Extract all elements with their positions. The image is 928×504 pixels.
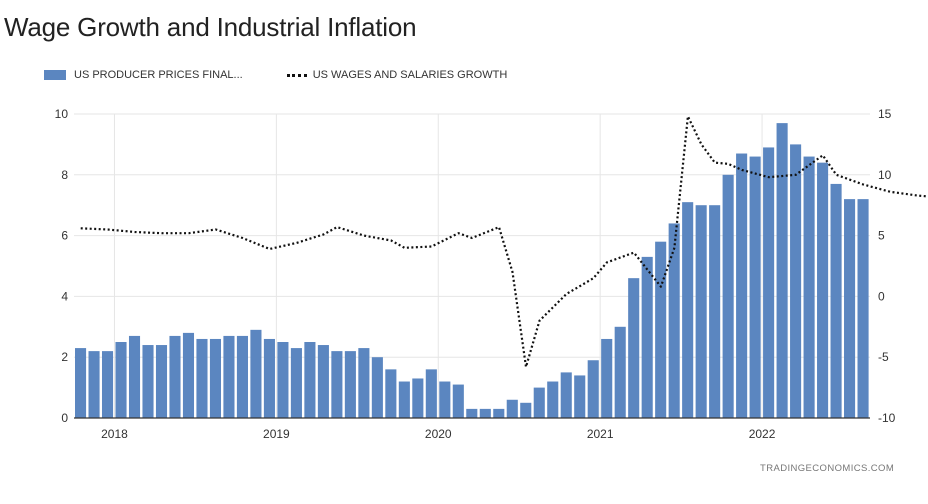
bar[interactable] [250, 329, 262, 418]
bar[interactable] [385, 369, 397, 418]
bar[interactable] [560, 372, 572, 418]
bar[interactable] [601, 338, 613, 418]
y-tick-label-left: 6 [61, 229, 68, 243]
y-tick-label-right: 0 [878, 289, 885, 303]
bar[interactable] [709, 205, 721, 418]
bar[interactable] [115, 342, 127, 418]
bar[interactable] [331, 351, 343, 418]
bar[interactable] [196, 338, 208, 418]
bar[interactable] [547, 381, 559, 418]
bar[interactable] [520, 402, 532, 418]
bar[interactable] [655, 241, 667, 418]
bar[interactable] [479, 408, 491, 418]
bar[interactable] [722, 174, 734, 418]
bar[interactable] [817, 162, 829, 418]
y-tick-label-left: 10 [55, 107, 69, 121]
y-tick-label-left: 4 [61, 289, 68, 303]
bar[interactable] [506, 399, 518, 418]
y-tick-label-right: 10 [878, 168, 892, 182]
x-tick-label: 2019 [263, 427, 290, 441]
bar[interactable] [317, 345, 329, 418]
bar[interactable] [533, 387, 545, 418]
bar[interactable] [263, 338, 275, 418]
bar[interactable] [749, 156, 761, 418]
x-tick-label: 2018 [101, 427, 128, 441]
y-tick-label-right: -5 [878, 350, 889, 364]
bar[interactable] [695, 205, 707, 418]
bar[interactable] [776, 123, 788, 419]
bar[interactable] [344, 351, 356, 418]
y-tick-label-right: 15 [878, 107, 892, 121]
bar[interactable] [452, 384, 464, 418]
chart-legend: US PRODUCER PRICES FINAL... US WAGES AND… [44, 66, 551, 84]
legend-item-producer-prices[interactable]: US PRODUCER PRICES FINAL... [44, 69, 243, 81]
bar[interactable] [75, 348, 87, 418]
x-tick-label: 2021 [587, 427, 614, 441]
bar[interactable] [803, 156, 815, 418]
bar[interactable] [290, 348, 302, 418]
chart-title: Wage Growth and Industrial Inflation [4, 12, 417, 42]
bar[interactable] [142, 345, 154, 418]
y-tick-label-left: 0 [61, 411, 68, 425]
bar[interactable] [574, 375, 586, 418]
x-tick-label: 2022 [749, 427, 776, 441]
bar[interactable] [236, 335, 248, 418]
bar[interactable] [277, 342, 289, 418]
bar[interactable] [101, 351, 114, 418]
legend-label-producer-prices: US PRODUCER PRICES FINAL... [74, 69, 243, 81]
bar[interactable] [425, 369, 437, 418]
bar[interactable] [736, 153, 748, 418]
bar[interactable] [668, 223, 680, 418]
bar[interactable] [304, 342, 316, 418]
bar[interactable] [628, 278, 640, 418]
bar[interactable] [844, 199, 856, 418]
y-tick-label-right: -10 [878, 411, 896, 425]
bar[interactable] [641, 256, 653, 418]
x-tick-label: 2020 [425, 427, 452, 441]
bar[interactable] [830, 183, 842, 418]
legend-label-wages-growth: US WAGES AND SALARIES GROWTH [312, 69, 508, 81]
bar[interactable] [155, 345, 168, 418]
y-tick-label-left: 2 [61, 350, 68, 364]
wages-growth-line[interactable] [80, 115, 928, 368]
bar[interactable] [88, 351, 100, 418]
bar[interactable] [587, 360, 599, 418]
bar[interactable] [790, 144, 802, 418]
bar[interactable] [857, 199, 869, 418]
bar[interactable] [412, 378, 424, 418]
bar[interactable] [182, 332, 195, 418]
y-tick-label-right: 5 [878, 229, 885, 243]
bar[interactable] [209, 338, 222, 418]
bar[interactable] [614, 326, 626, 418]
bar[interactable] [466, 408, 478, 418]
bar[interactable] [128, 335, 141, 418]
bar[interactable] [358, 348, 370, 418]
legend-swatch-dotted-line [286, 73, 307, 77]
bar[interactable] [763, 147, 775, 418]
legend-swatch-bar [44, 70, 66, 80]
bar[interactable] [682, 202, 694, 418]
bar[interactable] [439, 381, 451, 418]
bar[interactable] [493, 408, 505, 418]
bar[interactable] [398, 381, 410, 418]
bar[interactable] [223, 335, 235, 418]
bar[interactable] [371, 357, 383, 418]
y-tick-label-left: 8 [61, 168, 68, 182]
bar[interactable] [169, 335, 181, 418]
legend-item-wages-growth[interactable]: US WAGES AND SALARIES GROWTH [286, 69, 508, 81]
source-credit: TRADINGECONOMICS.COM [760, 463, 895, 474]
